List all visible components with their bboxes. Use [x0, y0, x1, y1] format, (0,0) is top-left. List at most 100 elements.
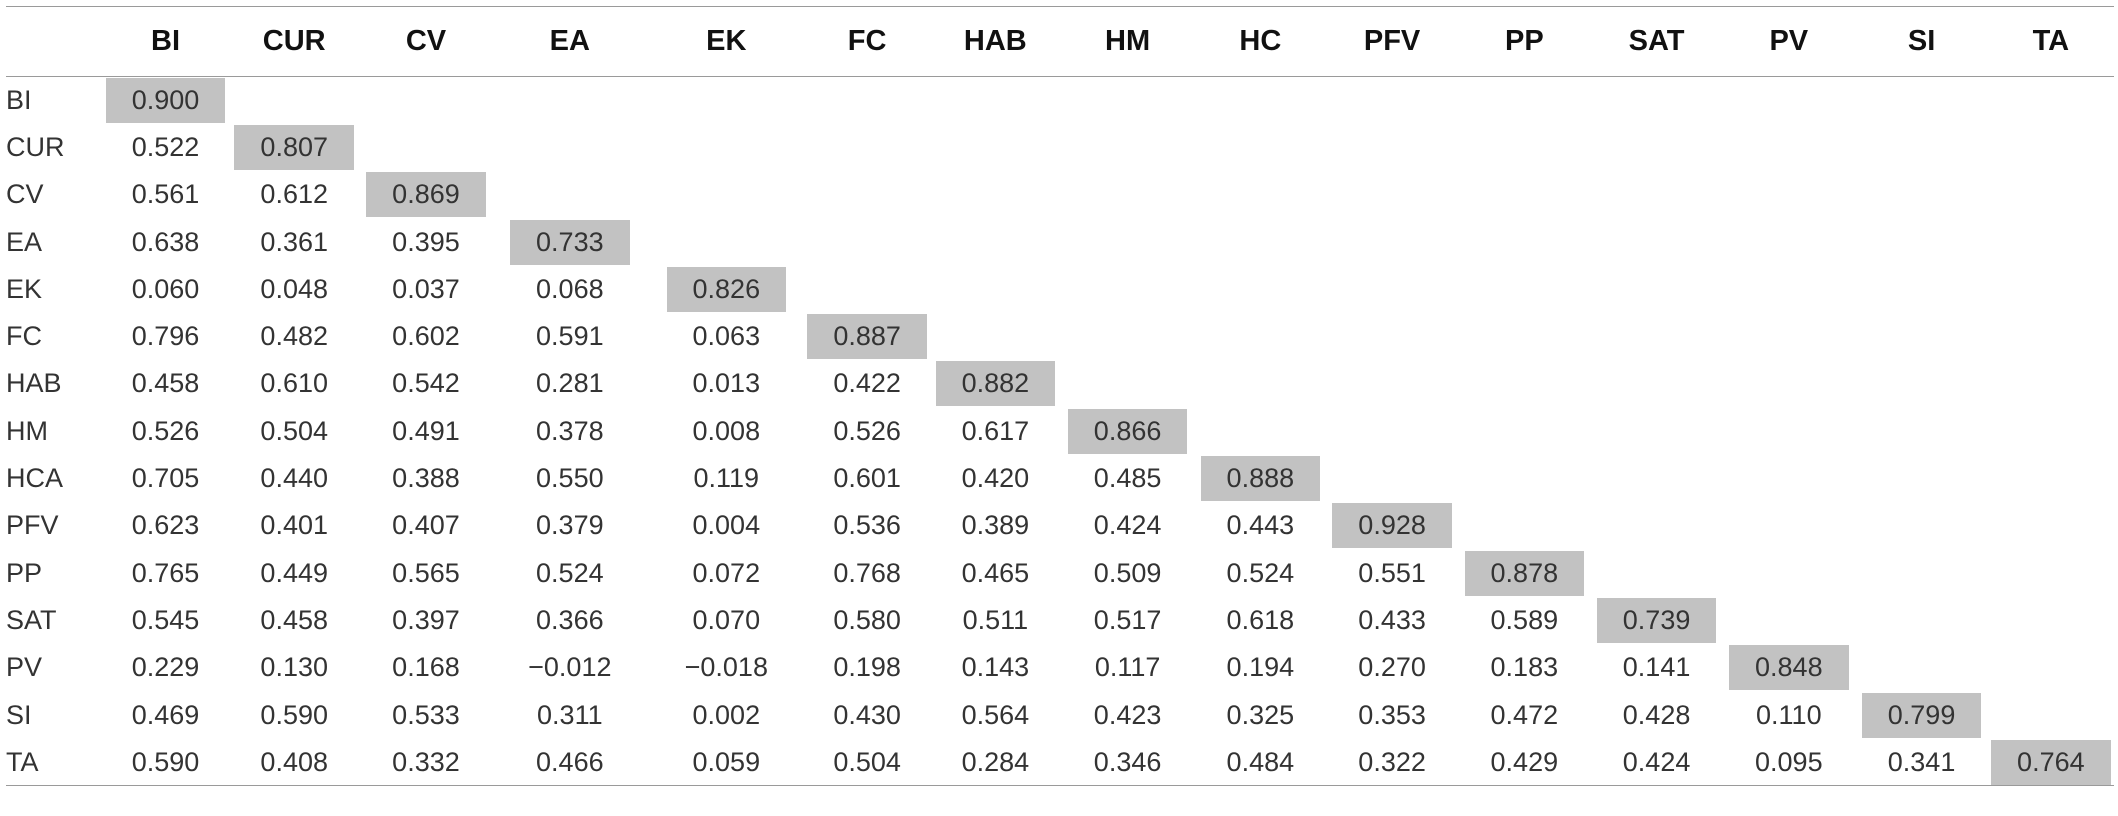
- column-header: PP: [1457, 6, 1591, 77]
- correlation-cell: 0.561: [131, 179, 200, 210]
- empty-cell: [1458, 266, 1591, 313]
- correlation-cell: 0.526: [131, 415, 200, 446]
- correlation-cell: 0.511: [962, 604, 1029, 635]
- correlation-cell: 0.346: [1060, 738, 1195, 787]
- empty-cell: [1855, 266, 1987, 313]
- diagonal-value: 0.739: [1596, 597, 1717, 643]
- diagonal-cell: 0.733: [492, 218, 648, 265]
- table-row: FC 0.796 0.482 0.602 0.591 0.063 0.887: [6, 313, 2114, 360]
- empty-cell: [1326, 171, 1457, 218]
- column-header: CV: [360, 6, 492, 77]
- empty-cell: [1988, 644, 2114, 691]
- correlation-cell: 0.325: [1226, 699, 1295, 730]
- correlation-cell: 0.443: [1226, 510, 1295, 541]
- correlation-cell: 0.458: [260, 604, 328, 635]
- row-label: PP: [6, 557, 43, 588]
- empty-cell: [1458, 502, 1591, 549]
- row-label: PFV: [6, 510, 59, 541]
- empty-cell: [492, 77, 648, 124]
- table-row: SAT 0.545 0.458 0.397 0.366 0.070 0.580 0.511 0.…: [6, 597, 2114, 644]
- diagonal-value: 0.866: [1067, 408, 1188, 454]
- column-header: BI: [102, 6, 229, 77]
- empty-cell: [228, 77, 360, 124]
- diagonal-value: 0.826: [666, 266, 787, 312]
- column-header: CUR: [228, 6, 361, 77]
- header-row: BI CUR CV EA EK FC HAB HM HC PFV PP SAT PV SI TA: [6, 6, 2114, 77]
- empty-cell: [1194, 218, 1326, 265]
- empty-cell: [1194, 313, 1326, 360]
- correlation-cell: 0.504: [260, 415, 328, 446]
- empty-cell: [805, 77, 930, 124]
- empty-cell: [1988, 455, 2114, 502]
- diagonal-cell: 0.739: [1591, 597, 1722, 644]
- correlation-cell: 0.491: [392, 415, 460, 446]
- table-row: CV 0.561 0.612 0.869: [6, 171, 2114, 218]
- empty-cell: [1988, 124, 2114, 171]
- empty-cell: [1855, 455, 1987, 502]
- empty-cell: [1326, 266, 1457, 313]
- empty-cell: [1722, 502, 1855, 549]
- empty-cell: [930, 218, 1061, 265]
- empty-cell: [930, 313, 1061, 360]
- correlation-cell: 0.183: [1490, 652, 1559, 683]
- empty-cell: [1458, 124, 1591, 171]
- correlation-cell: 0.705: [131, 463, 200, 494]
- empty-cell: [1591, 313, 1722, 360]
- column-header: TA: [1987, 6, 2114, 77]
- correlation-cell: 0.509: [1093, 557, 1162, 588]
- correlation-cell: 0.610: [260, 368, 328, 399]
- empty-cell: [1855, 597, 1987, 644]
- diagonal-cell: 0.848: [1722, 644, 1855, 691]
- empty-cell: [805, 124, 930, 171]
- empty-cell: [1855, 502, 1987, 549]
- empty-cell: [1855, 644, 1987, 691]
- table-row: EK 0.060 0.048 0.037 0.068 0.826: [6, 266, 2114, 313]
- diagonal-value: 0.900: [105, 77, 226, 123]
- correlation-cell: 0.397: [392, 604, 460, 635]
- correlation-cell: 0.420: [961, 463, 1030, 494]
- empty-cell: [1061, 313, 1194, 360]
- row-label: SAT: [6, 604, 57, 635]
- empty-cell: [1591, 266, 1722, 313]
- column-header: PFV: [1326, 6, 1458, 77]
- diagonal-cell: 0.866: [1061, 408, 1194, 455]
- empty-cell: [1458, 218, 1591, 265]
- empty-cell: [1855, 408, 1987, 455]
- correlation-cell: 0.141: [1622, 652, 1691, 683]
- correlation-cell: 0.430: [833, 699, 901, 730]
- empty-cell: [648, 171, 804, 218]
- empty-cell: [1591, 124, 1722, 171]
- diagonal-value: 0.733: [510, 219, 630, 265]
- correlation-cell: 0.433: [1358, 604, 1426, 635]
- row-label: HCA: [6, 463, 64, 494]
- correlation-cell: 0.466: [491, 738, 649, 787]
- empty-cell: [1061, 171, 1194, 218]
- correlation-cell: 0.388: [392, 463, 460, 494]
- correlation-cell: 0.048: [260, 273, 328, 304]
- correlation-cell: 0.765: [131, 557, 200, 588]
- diagonal-cell: 0.900: [103, 77, 228, 124]
- empty-cell: [1326, 408, 1457, 455]
- correlation-cell: 0.469: [131, 699, 200, 730]
- correlation-cell: 0.601: [833, 463, 901, 494]
- table-row: HCA 0.705 0.440 0.388 0.550 0.119 0.601 0.420 0.…: [6, 455, 2114, 502]
- correlation-cell: 0.422: [833, 368, 901, 399]
- correlation-cell: 0.602: [392, 321, 460, 352]
- empty-cell: [1591, 408, 1722, 455]
- empty-cell: [1855, 549, 1987, 596]
- correlation-cell: 0.389: [961, 510, 1030, 541]
- correlation-cell: 0.526: [833, 415, 901, 446]
- correlation-cell: 0.533: [392, 699, 460, 730]
- empty-cell: [1326, 218, 1457, 265]
- empty-cell: [1722, 218, 1855, 265]
- correlation-cell: 0.037: [392, 273, 460, 304]
- column-header: EA: [491, 6, 649, 77]
- correlation-cell: 0.522: [131, 131, 200, 162]
- row-label: HAB: [6, 368, 62, 399]
- diagonal-value: 0.764: [1991, 739, 2111, 785]
- table-row: EA 0.638 0.361 0.395 0.733: [6, 218, 2114, 265]
- correlation-cell: 0.070: [692, 604, 761, 635]
- correlation-cell: −0.012: [528, 652, 612, 683]
- correlation-cell: 0.013: [692, 368, 761, 399]
- empty-cell: [1326, 313, 1457, 360]
